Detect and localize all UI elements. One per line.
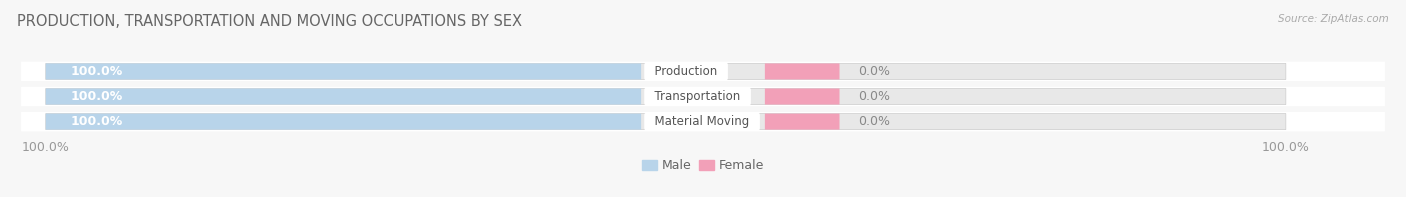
- FancyBboxPatch shape: [21, 112, 1385, 131]
- FancyBboxPatch shape: [765, 63, 839, 79]
- Text: 0.0%: 0.0%: [858, 65, 890, 78]
- FancyBboxPatch shape: [46, 88, 1286, 105]
- Text: 0.0%: 0.0%: [858, 90, 890, 103]
- FancyBboxPatch shape: [46, 114, 1286, 130]
- Text: 100.0%: 100.0%: [70, 90, 122, 103]
- Legend: Male, Female: Male, Female: [637, 154, 769, 177]
- Text: Transportation: Transportation: [647, 90, 748, 103]
- FancyBboxPatch shape: [765, 114, 839, 130]
- Text: Source: ZipAtlas.com: Source: ZipAtlas.com: [1278, 14, 1389, 24]
- FancyBboxPatch shape: [765, 88, 839, 105]
- Text: 100.0%: 100.0%: [70, 65, 122, 78]
- Text: 0.0%: 0.0%: [858, 115, 890, 128]
- FancyBboxPatch shape: [46, 63, 641, 79]
- Text: Material Moving: Material Moving: [647, 115, 756, 128]
- FancyBboxPatch shape: [46, 63, 1286, 79]
- FancyBboxPatch shape: [21, 62, 1385, 81]
- Text: 100.0%: 100.0%: [70, 115, 122, 128]
- Text: PRODUCTION, TRANSPORTATION AND MOVING OCCUPATIONS BY SEX: PRODUCTION, TRANSPORTATION AND MOVING OC…: [17, 14, 522, 29]
- FancyBboxPatch shape: [46, 88, 641, 105]
- FancyBboxPatch shape: [21, 87, 1385, 106]
- Text: Production: Production: [647, 65, 725, 78]
- FancyBboxPatch shape: [46, 114, 641, 130]
